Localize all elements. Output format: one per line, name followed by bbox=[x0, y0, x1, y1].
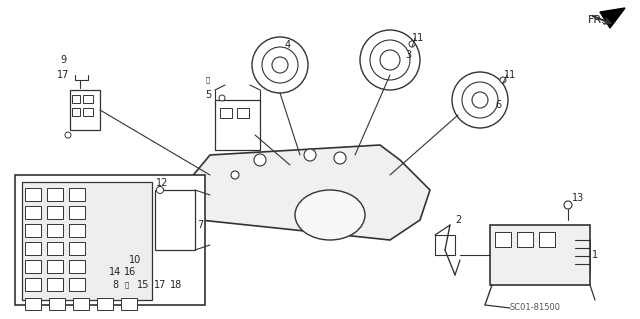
Text: 2: 2 bbox=[455, 215, 461, 225]
Bar bbox=[25, 188, 41, 201]
Bar bbox=[490, 225, 590, 285]
Polygon shape bbox=[600, 8, 625, 28]
Ellipse shape bbox=[295, 190, 365, 240]
Text: ⬥: ⬥ bbox=[206, 77, 210, 83]
Circle shape bbox=[472, 92, 488, 108]
Bar bbox=[435, 235, 455, 255]
Bar bbox=[220, 108, 232, 118]
Circle shape bbox=[360, 30, 420, 90]
Text: 9: 9 bbox=[60, 55, 66, 65]
Text: 7: 7 bbox=[197, 220, 203, 230]
Bar bbox=[15, 175, 205, 305]
Circle shape bbox=[65, 132, 71, 138]
Circle shape bbox=[304, 149, 316, 161]
Bar bbox=[69, 260, 85, 273]
Bar bbox=[83, 108, 93, 116]
Bar bbox=[25, 278, 41, 291]
Bar bbox=[25, 260, 41, 273]
Text: 17: 17 bbox=[57, 70, 69, 80]
Bar bbox=[72, 95, 80, 103]
Circle shape bbox=[254, 154, 266, 166]
Bar bbox=[69, 224, 85, 237]
Bar bbox=[69, 242, 85, 255]
Circle shape bbox=[157, 187, 163, 194]
Circle shape bbox=[334, 152, 346, 164]
Text: 8: 8 bbox=[112, 280, 118, 290]
Bar bbox=[72, 108, 80, 116]
Text: 6: 6 bbox=[495, 100, 501, 110]
Circle shape bbox=[370, 40, 410, 80]
Bar bbox=[215, 100, 260, 150]
Circle shape bbox=[231, 171, 239, 179]
Bar bbox=[25, 206, 41, 219]
Bar bbox=[495, 232, 511, 247]
Text: 13: 13 bbox=[572, 193, 584, 203]
Bar bbox=[69, 278, 85, 291]
Bar bbox=[47, 206, 63, 219]
Bar bbox=[22, 182, 152, 300]
Text: 4: 4 bbox=[285, 40, 291, 50]
Text: SC01-81500: SC01-81500 bbox=[509, 303, 561, 313]
Text: 3: 3 bbox=[405, 50, 411, 60]
Bar bbox=[47, 242, 63, 255]
Circle shape bbox=[452, 72, 508, 128]
Text: 10: 10 bbox=[129, 255, 141, 265]
Text: 15: 15 bbox=[137, 280, 149, 290]
Bar bbox=[25, 242, 41, 255]
Bar bbox=[237, 108, 249, 118]
Bar bbox=[69, 188, 85, 201]
Circle shape bbox=[380, 50, 400, 70]
Text: FR.: FR. bbox=[588, 15, 605, 25]
Text: 14: 14 bbox=[109, 267, 121, 277]
Bar bbox=[25, 298, 41, 310]
Bar bbox=[70, 90, 100, 130]
Circle shape bbox=[409, 41, 415, 47]
Text: 17: 17 bbox=[154, 280, 166, 290]
Bar bbox=[83, 95, 93, 103]
Bar bbox=[155, 190, 195, 250]
Text: 12: 12 bbox=[156, 178, 168, 188]
Circle shape bbox=[500, 77, 506, 83]
Text: 16: 16 bbox=[124, 267, 136, 277]
Circle shape bbox=[252, 37, 308, 93]
Bar bbox=[539, 232, 555, 247]
Bar bbox=[47, 224, 63, 237]
Bar bbox=[49, 298, 65, 310]
Bar bbox=[97, 298, 113, 310]
Circle shape bbox=[564, 201, 572, 209]
Circle shape bbox=[272, 57, 288, 73]
Text: 18: 18 bbox=[170, 280, 182, 290]
Text: 5: 5 bbox=[205, 90, 211, 100]
Bar bbox=[121, 298, 137, 310]
Bar bbox=[47, 260, 63, 273]
Circle shape bbox=[462, 82, 498, 118]
Circle shape bbox=[262, 47, 298, 83]
Bar bbox=[47, 278, 63, 291]
Bar bbox=[47, 188, 63, 201]
Polygon shape bbox=[185, 145, 430, 240]
Circle shape bbox=[219, 95, 225, 101]
Bar bbox=[73, 298, 89, 310]
Bar bbox=[517, 232, 533, 247]
Text: ⬜: ⬜ bbox=[125, 282, 129, 288]
Bar bbox=[25, 224, 41, 237]
Bar bbox=[69, 206, 85, 219]
Text: 1: 1 bbox=[592, 250, 598, 260]
Text: 11: 11 bbox=[504, 70, 516, 80]
Text: 11: 11 bbox=[412, 33, 424, 43]
